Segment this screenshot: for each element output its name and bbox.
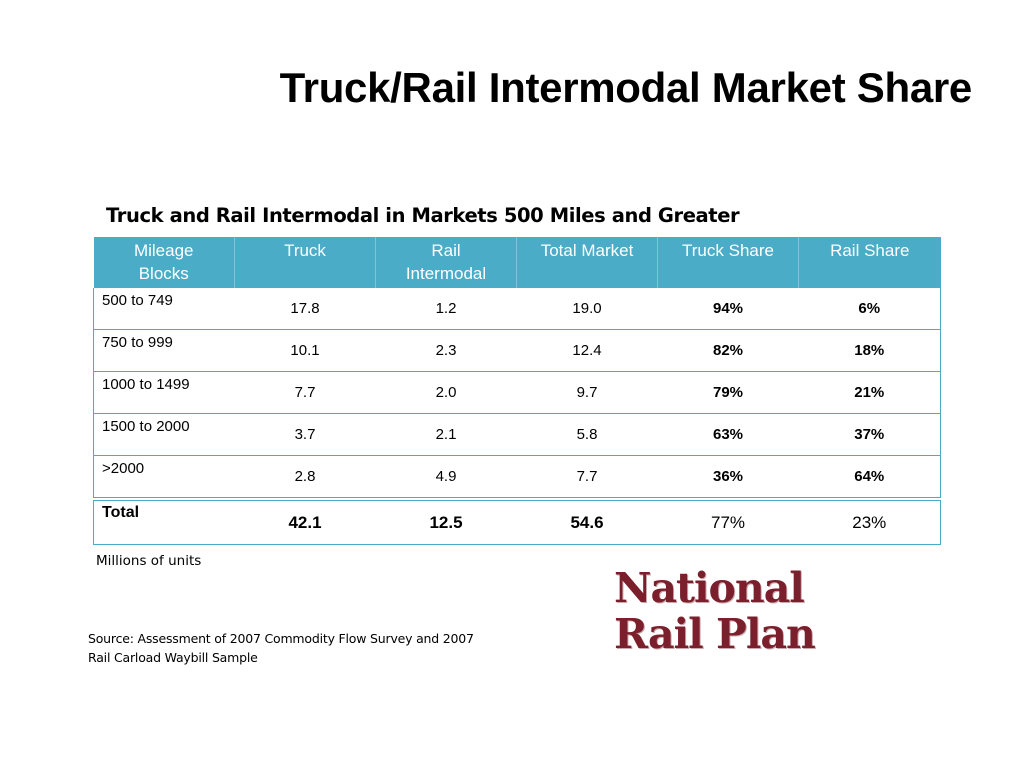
logo-line-2: Rail Plan (614, 610, 816, 658)
cell-rail-share: 18% (798, 329, 941, 372)
cell-truck-share: 94% (657, 288, 799, 330)
cell-truck-share: 36% (657, 455, 799, 500)
cell-total: 12.4 (516, 329, 658, 372)
table-title: Truck and Rail Intermodal in Markets 500… (106, 204, 740, 227)
cell-mileage-block: 750 to 999 (93, 329, 235, 372)
cell-mileage-block: 500 to 749 (93, 288, 235, 330)
header-mileage-line2: Blocks (138, 264, 189, 283)
cell-truck-share: 79% (657, 371, 799, 414)
cell-rail: 2.0 (375, 371, 517, 414)
table-row: 1000 to 1499 7.7 2.0 9.7 79% 21% (93, 371, 941, 414)
header-truck: Truck (234, 237, 376, 288)
table-row: 750 to 999 10.1 2.3 12.4 82% 18% (93, 329, 941, 372)
header-mileage-line1: Mileage (133, 241, 194, 260)
header-rail-share: Rail Share (798, 237, 941, 288)
header-rail-line2: Intermodal (405, 264, 487, 283)
cell-rail-share: 37% (798, 413, 941, 456)
cell-truck: 3.7 (234, 413, 376, 456)
cell-mileage-block: >2000 (93, 455, 235, 500)
source-note: Source: Assessment of 2007 Commodity Flo… (88, 629, 474, 667)
cell-total-rail-share: 23% (798, 497, 941, 545)
source-line-1: Source: Assessment of 2007 Commodity Flo… (88, 631, 474, 646)
cell-total-truck-share: 77% (657, 497, 799, 545)
units-note: Millions of units (96, 553, 202, 569)
header-rail-line1: Rail (431, 241, 461, 260)
cell-total-market: 54.6 (516, 497, 658, 545)
cell-truck: 17.8 (234, 288, 376, 330)
cell-rail-share: 64% (798, 455, 941, 500)
slide-title: Truck/Rail Intermodal Market Share (279, 64, 973, 111)
cell-truck: 10.1 (234, 329, 376, 372)
header-mileage-blocks: Mileage Blocks (93, 237, 235, 288)
cell-total: 7.7 (516, 455, 658, 500)
cell-total-truck: 42.1 (234, 497, 376, 545)
cell-rail-share: 21% (798, 371, 941, 414)
cell-truck-share: 82% (657, 329, 799, 372)
cell-rail: 1.2 (375, 288, 517, 330)
cell-truck-share: 63% (657, 413, 799, 456)
cell-rail: 2.1 (375, 413, 517, 456)
cell-total: 19.0 (516, 288, 658, 330)
cell-total: 9.7 (516, 371, 658, 414)
table-row: >2000 2.8 4.9 7.7 36% 64% (93, 455, 941, 500)
cell-mileage-block: 1500 to 2000 (93, 413, 235, 456)
table-total-row: Total 42.1 12.5 54.6 77% 23% (93, 497, 941, 545)
cell-rail-share: 6% (798, 288, 941, 330)
cell-mileage-block: 1000 to 1499 (93, 371, 235, 414)
table-row: 1500 to 2000 3.7 2.1 5.8 63% 37% (93, 413, 941, 456)
cell-rail: 2.3 (375, 329, 517, 372)
cell-truck: 2.8 (234, 455, 376, 500)
header-rail-intermodal: Rail Intermodal (375, 237, 517, 288)
market-share-table: Mileage Blocks Truck Rail Intermodal Tot… (93, 237, 941, 545)
cell-truck: 7.7 (234, 371, 376, 414)
table-header-row: Mileage Blocks Truck Rail Intermodal Tot… (93, 237, 941, 288)
cell-total-label: Total (93, 497, 235, 545)
logo-line-1: National (614, 564, 805, 612)
cell-total-rail: 12.5 (375, 497, 517, 545)
source-line-2: Rail Carload Waybill Sample (88, 650, 258, 665)
national-rail-plan-logo: National Rail Plan (606, 564, 840, 664)
header-truck-share: Truck Share (657, 237, 799, 288)
cell-total: 5.8 (516, 413, 658, 456)
cell-rail: 4.9 (375, 455, 517, 500)
header-total-market: Total Market (516, 237, 658, 288)
table-row: 500 to 749 17.8 1.2 19.0 94% 6% (93, 288, 941, 330)
